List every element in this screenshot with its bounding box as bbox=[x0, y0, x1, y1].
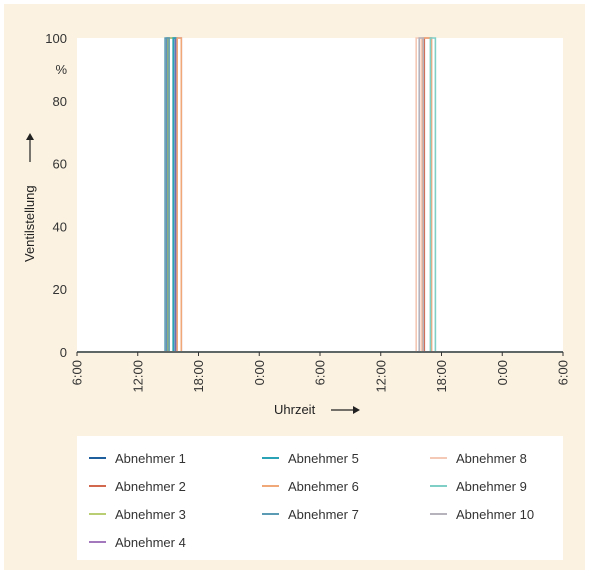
x-tick-label: 6:00 bbox=[556, 360, 571, 385]
legend-label: Abnehmer 4 bbox=[115, 534, 186, 550]
legend-swatch bbox=[89, 513, 106, 515]
legend-swatch bbox=[430, 457, 447, 459]
legend: Abnehmer 1 Abnehmer 2 Abnehmer 3 Abnehmer 4… bbox=[77, 436, 563, 560]
legend-label: Abnehmer 7 bbox=[288, 506, 359, 522]
legend-swatch bbox=[89, 541, 106, 543]
legend-item: Abnehmer 5 bbox=[262, 449, 359, 467]
legend-label: Abnehmer 8 bbox=[456, 450, 527, 466]
x-tick-label: 6:00 bbox=[313, 360, 328, 385]
legend-swatch bbox=[262, 457, 279, 459]
legend-item: Abnehmer 2 bbox=[89, 477, 186, 495]
chart-svg: 0 20 40 60 80 100 6:00 12:00 18:00 0:00 6:00 12:00… bbox=[22, 31, 571, 417]
x-axis-title: Uhrzeit bbox=[274, 402, 316, 417]
legend-item: Abnehmer 1 bbox=[89, 449, 186, 467]
legend-item: Abnehmer 3 bbox=[89, 505, 186, 523]
y-tick-label: 100 bbox=[45, 31, 67, 46]
legend-swatch bbox=[262, 513, 279, 515]
legend-label: Abnehmer 6 bbox=[288, 478, 359, 494]
x-tick-label: 0:00 bbox=[252, 360, 267, 385]
x-axis-ticks: 6:00 12:00 18:00 0:00 6:00 12:00 18:00 0:00 6:00 bbox=[70, 352, 571, 393]
y-axis-title-text: Ventilstellung bbox=[22, 185, 37, 262]
legend-label: Abnehmer 5 bbox=[288, 450, 359, 466]
x-tick-label: 0:00 bbox=[495, 360, 510, 385]
y-tick-label: 60 bbox=[53, 157, 67, 172]
y-tick-label: 0 bbox=[60, 345, 67, 360]
legend-label: Abnehmer 3 bbox=[115, 506, 186, 522]
legend-label: Abnehmer 1 bbox=[115, 450, 186, 466]
y-tick-label: 40 bbox=[53, 219, 67, 234]
x-tick-label: 12:00 bbox=[130, 360, 145, 393]
legend-swatch bbox=[430, 513, 447, 515]
legend-label: Abnehmer 9 bbox=[456, 478, 527, 494]
y-tick-label: 80 bbox=[53, 94, 67, 109]
legend-item: Abnehmer 9 bbox=[430, 477, 527, 495]
legend-item: Abnehmer 7 bbox=[262, 505, 359, 523]
legend-item: Abnehmer 10 bbox=[430, 505, 534, 523]
plot-area bbox=[77, 38, 563, 352]
legend-swatch bbox=[89, 485, 106, 487]
x-axis-arrow-icon bbox=[331, 406, 360, 414]
y-axis-title: Ventilstellung bbox=[22, 133, 37, 262]
legend-label: Abnehmer 2 bbox=[115, 478, 186, 494]
legend-swatch bbox=[89, 457, 106, 459]
x-tick-label: 12:00 bbox=[373, 360, 388, 393]
y-unit-label: % bbox=[55, 62, 67, 77]
x-tick-label: 18:00 bbox=[434, 360, 449, 393]
legend-item: Abnehmer 6 bbox=[262, 477, 359, 495]
legend-item: Abnehmer 4 bbox=[89, 533, 186, 551]
chart-panel: 0 20 40 60 80 100 6:00 12:00 18:00 0:00 6:00 12:00… bbox=[4, 4, 585, 570]
x-tick-label: 6:00 bbox=[70, 360, 85, 385]
legend-label: Abnehmer 10 bbox=[456, 506, 535, 522]
legend-swatch bbox=[262, 485, 279, 487]
legend-item: Abnehmer 8 bbox=[430, 449, 527, 467]
y-axis-arrow-icon bbox=[26, 133, 34, 162]
y-axis-ticks: 0 20 40 60 80 100 bbox=[45, 31, 67, 360]
y-tick-label: 20 bbox=[53, 282, 67, 297]
x-tick-label: 18:00 bbox=[191, 360, 206, 393]
legend-swatch bbox=[430, 485, 447, 487]
